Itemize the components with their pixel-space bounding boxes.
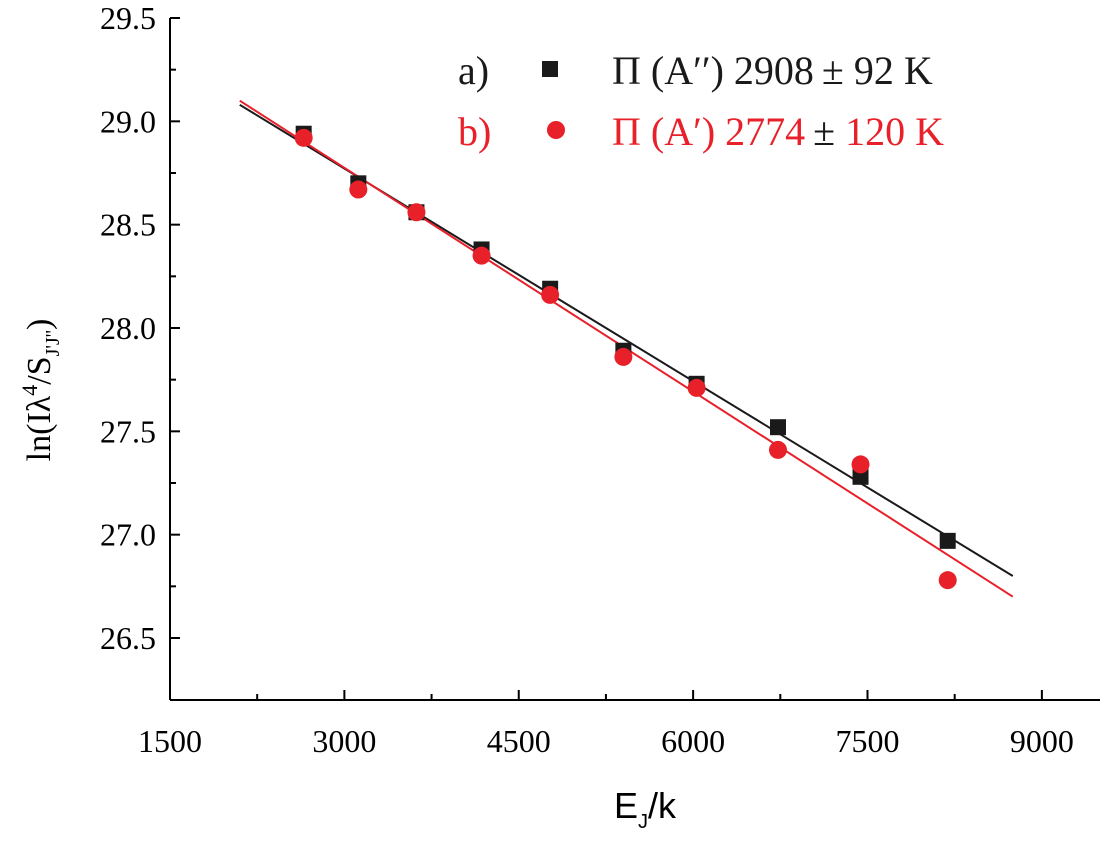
data-markers xyxy=(294,125,957,590)
y-axis: 26.5 27.0 27.5 28.0 28.5 29.0 29.5 xyxy=(100,0,180,656)
legend: a) Π (A′′) 2908 ± 92 K b) Π (A′) 2774 ± 12… xyxy=(458,48,944,154)
legend-a-letter: a) xyxy=(458,48,489,93)
data-point-b xyxy=(349,180,368,199)
x-tick-label: 3000 xyxy=(312,723,376,759)
data-point-b xyxy=(851,455,870,474)
legend-b-pm: ± xyxy=(813,109,835,154)
data-point-a xyxy=(769,419,786,436)
legend-b-label: Π (A′) 2774 xyxy=(612,109,805,154)
legend-b-letter: b) xyxy=(458,109,491,154)
x-axis-label-suffix: /k xyxy=(648,785,677,826)
legend-entry-a: a) Π (A′′) 2908 ± 92 K xyxy=(458,48,933,93)
data-point-b xyxy=(768,440,787,459)
data-point-b xyxy=(472,246,491,265)
y-tick-label: 28.5 xyxy=(100,207,156,243)
legend-b-text: Π (A′) 2774 ± 120 K xyxy=(612,109,944,154)
y-tick-label: 28.0 xyxy=(100,310,156,346)
y-axis-label-prefix: ln(Iλ xyxy=(21,395,58,461)
data-point-b xyxy=(938,571,957,590)
y-axis-label: ln(Iλ4/SJ'J'') xyxy=(17,319,64,462)
x-axis: 1500 3000 4500 6000 7500 9000 xyxy=(138,690,1074,759)
legend-a-label: Π (A′′) 2908 xyxy=(612,48,814,93)
data-point-a xyxy=(852,468,869,485)
y-tick-label: 27.5 xyxy=(100,413,156,449)
y-axis-label-sup: 4 xyxy=(17,385,42,396)
y-tick-label: 29.0 xyxy=(100,103,156,139)
data-point-a xyxy=(939,532,956,549)
x-tick-label: 9000 xyxy=(1010,723,1074,759)
data-point-b xyxy=(614,347,633,366)
x-axis-label-main: E xyxy=(614,785,638,826)
data-point-b xyxy=(687,378,706,397)
y-tick-label: 29.5 xyxy=(100,0,156,36)
x-axis-label: EJ/k xyxy=(614,785,677,833)
legend-a-text: Π (A′′) 2908 ± 92 K xyxy=(612,48,933,93)
x-tick-label: 6000 xyxy=(661,723,725,759)
y-tick-label: 27.0 xyxy=(100,517,156,553)
y-axis-label-mid: /S xyxy=(21,356,58,384)
y-axis-label-sub: J'J'' xyxy=(42,330,64,356)
legend-b-marker xyxy=(547,121,565,139)
legend-a-pm: ± xyxy=(822,48,844,93)
data-point-b xyxy=(294,128,313,147)
legend-b-err: 120 K xyxy=(835,109,944,154)
y-tick-label: 26.5 xyxy=(100,620,156,656)
x-axis-label-sub: J xyxy=(638,811,648,833)
x-tick-label: 1500 xyxy=(138,723,202,759)
legend-a-marker xyxy=(542,61,558,77)
x-tick-label: 4500 xyxy=(487,723,551,759)
y-axis-label-suffix: ) xyxy=(21,319,58,330)
x-tick-label: 7500 xyxy=(836,723,900,759)
legend-a-err: 92 K xyxy=(844,48,933,93)
legend-entry-b: b) Π (A′) 2774 ± 120 K xyxy=(458,109,944,154)
data-point-b xyxy=(541,285,560,304)
data-point-b xyxy=(407,203,426,222)
